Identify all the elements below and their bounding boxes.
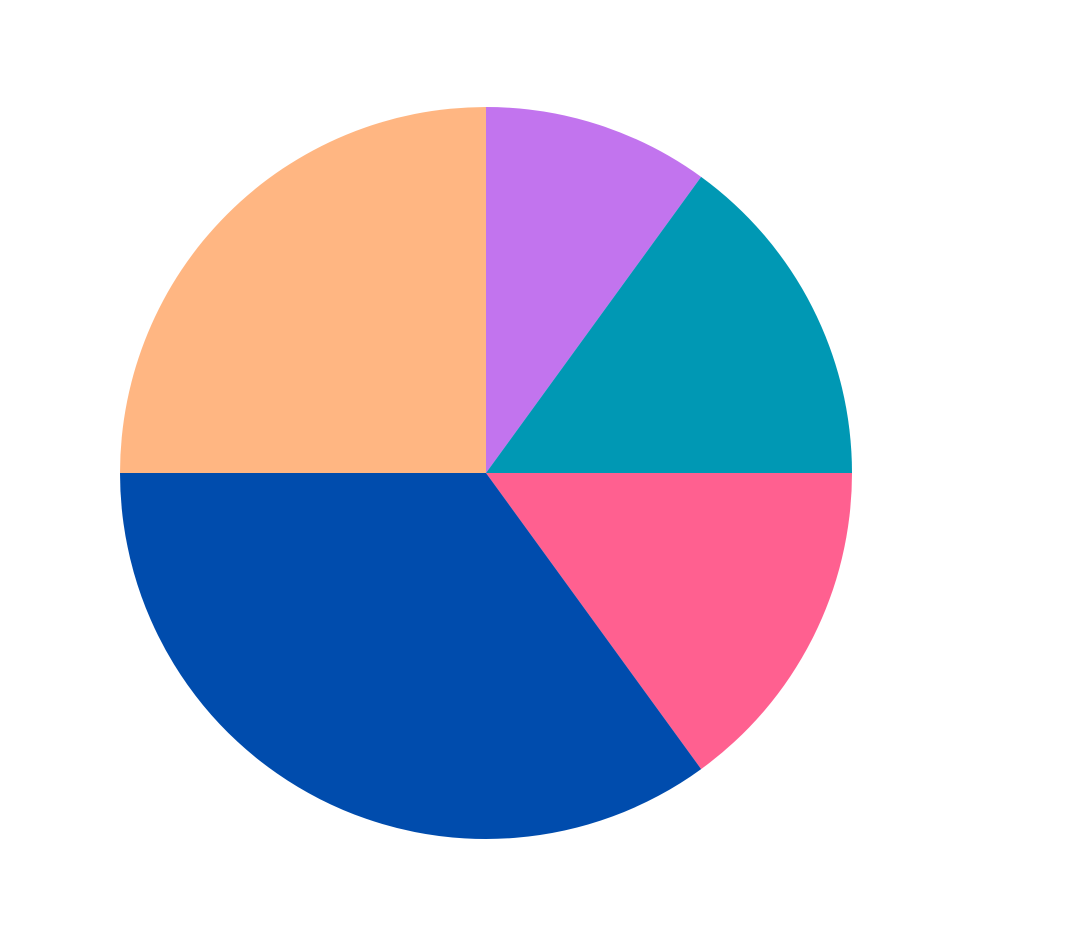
pie-slice-2 xyxy=(486,176,852,473)
pie-slice-4 xyxy=(120,473,702,840)
pie-slices xyxy=(120,107,852,840)
pie-slice-1 xyxy=(486,107,702,473)
pie-slice-3 xyxy=(486,473,852,770)
pie-slice-5 xyxy=(120,107,486,473)
